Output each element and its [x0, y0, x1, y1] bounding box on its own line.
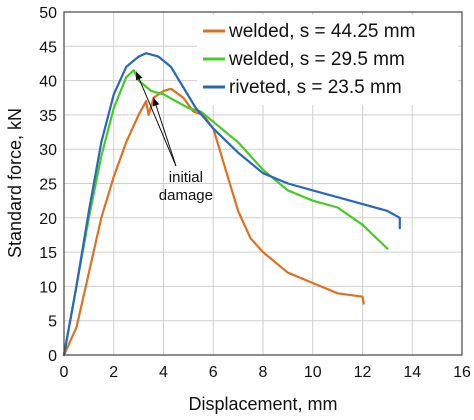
y-tick-label: 15 — [39, 245, 57, 262]
x-tick-label: 8 — [259, 364, 268, 381]
y-tick-label: 10 — [39, 279, 57, 296]
y-tick-label: 35 — [39, 108, 57, 125]
x-tick-label: 16 — [453, 364, 471, 381]
annotation-arrow — [135, 71, 177, 166]
x-tick-label: 14 — [403, 364, 421, 381]
legend-label-0: welded, s = 44.25 mm — [228, 21, 415, 42]
x-tick-label: 0 — [60, 364, 69, 381]
y-tick-label: 20 — [39, 211, 57, 228]
y-tick-label: 5 — [48, 314, 57, 331]
y-tick-label: 30 — [39, 142, 57, 159]
annotation-label: damage — [159, 187, 213, 204]
tick-labels: 0 2 4 6 8 10 12 14 16 0 5 10 15 20 25 30 35 40 45 50 — [39, 5, 471, 381]
x-tick-label: 4 — [159, 364, 168, 381]
series-line-0 — [62, 87, 365, 357]
x-tick-label: 12 — [354, 364, 372, 381]
legend-box — [197, 15, 458, 105]
series-line-2 — [62, 52, 401, 357]
x-tick-label: 2 — [109, 364, 118, 381]
y-tick-label: 50 — [39, 5, 57, 22]
x-tick-label: 6 — [209, 364, 218, 381]
legend-label-2: riveted, s = 23.5 mm — [229, 77, 402, 98]
y-tick-label: 45 — [39, 39, 57, 56]
plot-frame — [63, 11, 463, 356]
y-tick-label: 25 — [39, 177, 57, 194]
x-tick-label: 10 — [304, 364, 322, 381]
y-axis-title: Standard force, kN — [5, 108, 25, 258]
annotation-arrowhead — [152, 97, 160, 107]
legend: welded, s = 44.25 mm welded, s = 29.5 mm r… — [197, 15, 458, 105]
series-line-1 — [62, 69, 389, 357]
legend-label-1: welded, s = 29.5 mm — [228, 49, 405, 70]
y-tick-label: 40 — [39, 74, 57, 91]
annotation-arrow — [153, 97, 177, 166]
annotation-arrowhead — [136, 71, 143, 81]
y-tick-label: 0 — [48, 348, 57, 365]
x-axis-title: Displacement, mm — [188, 394, 337, 414]
annotation-label: initial — [169, 169, 203, 186]
series-lines — [62, 52, 401, 357]
